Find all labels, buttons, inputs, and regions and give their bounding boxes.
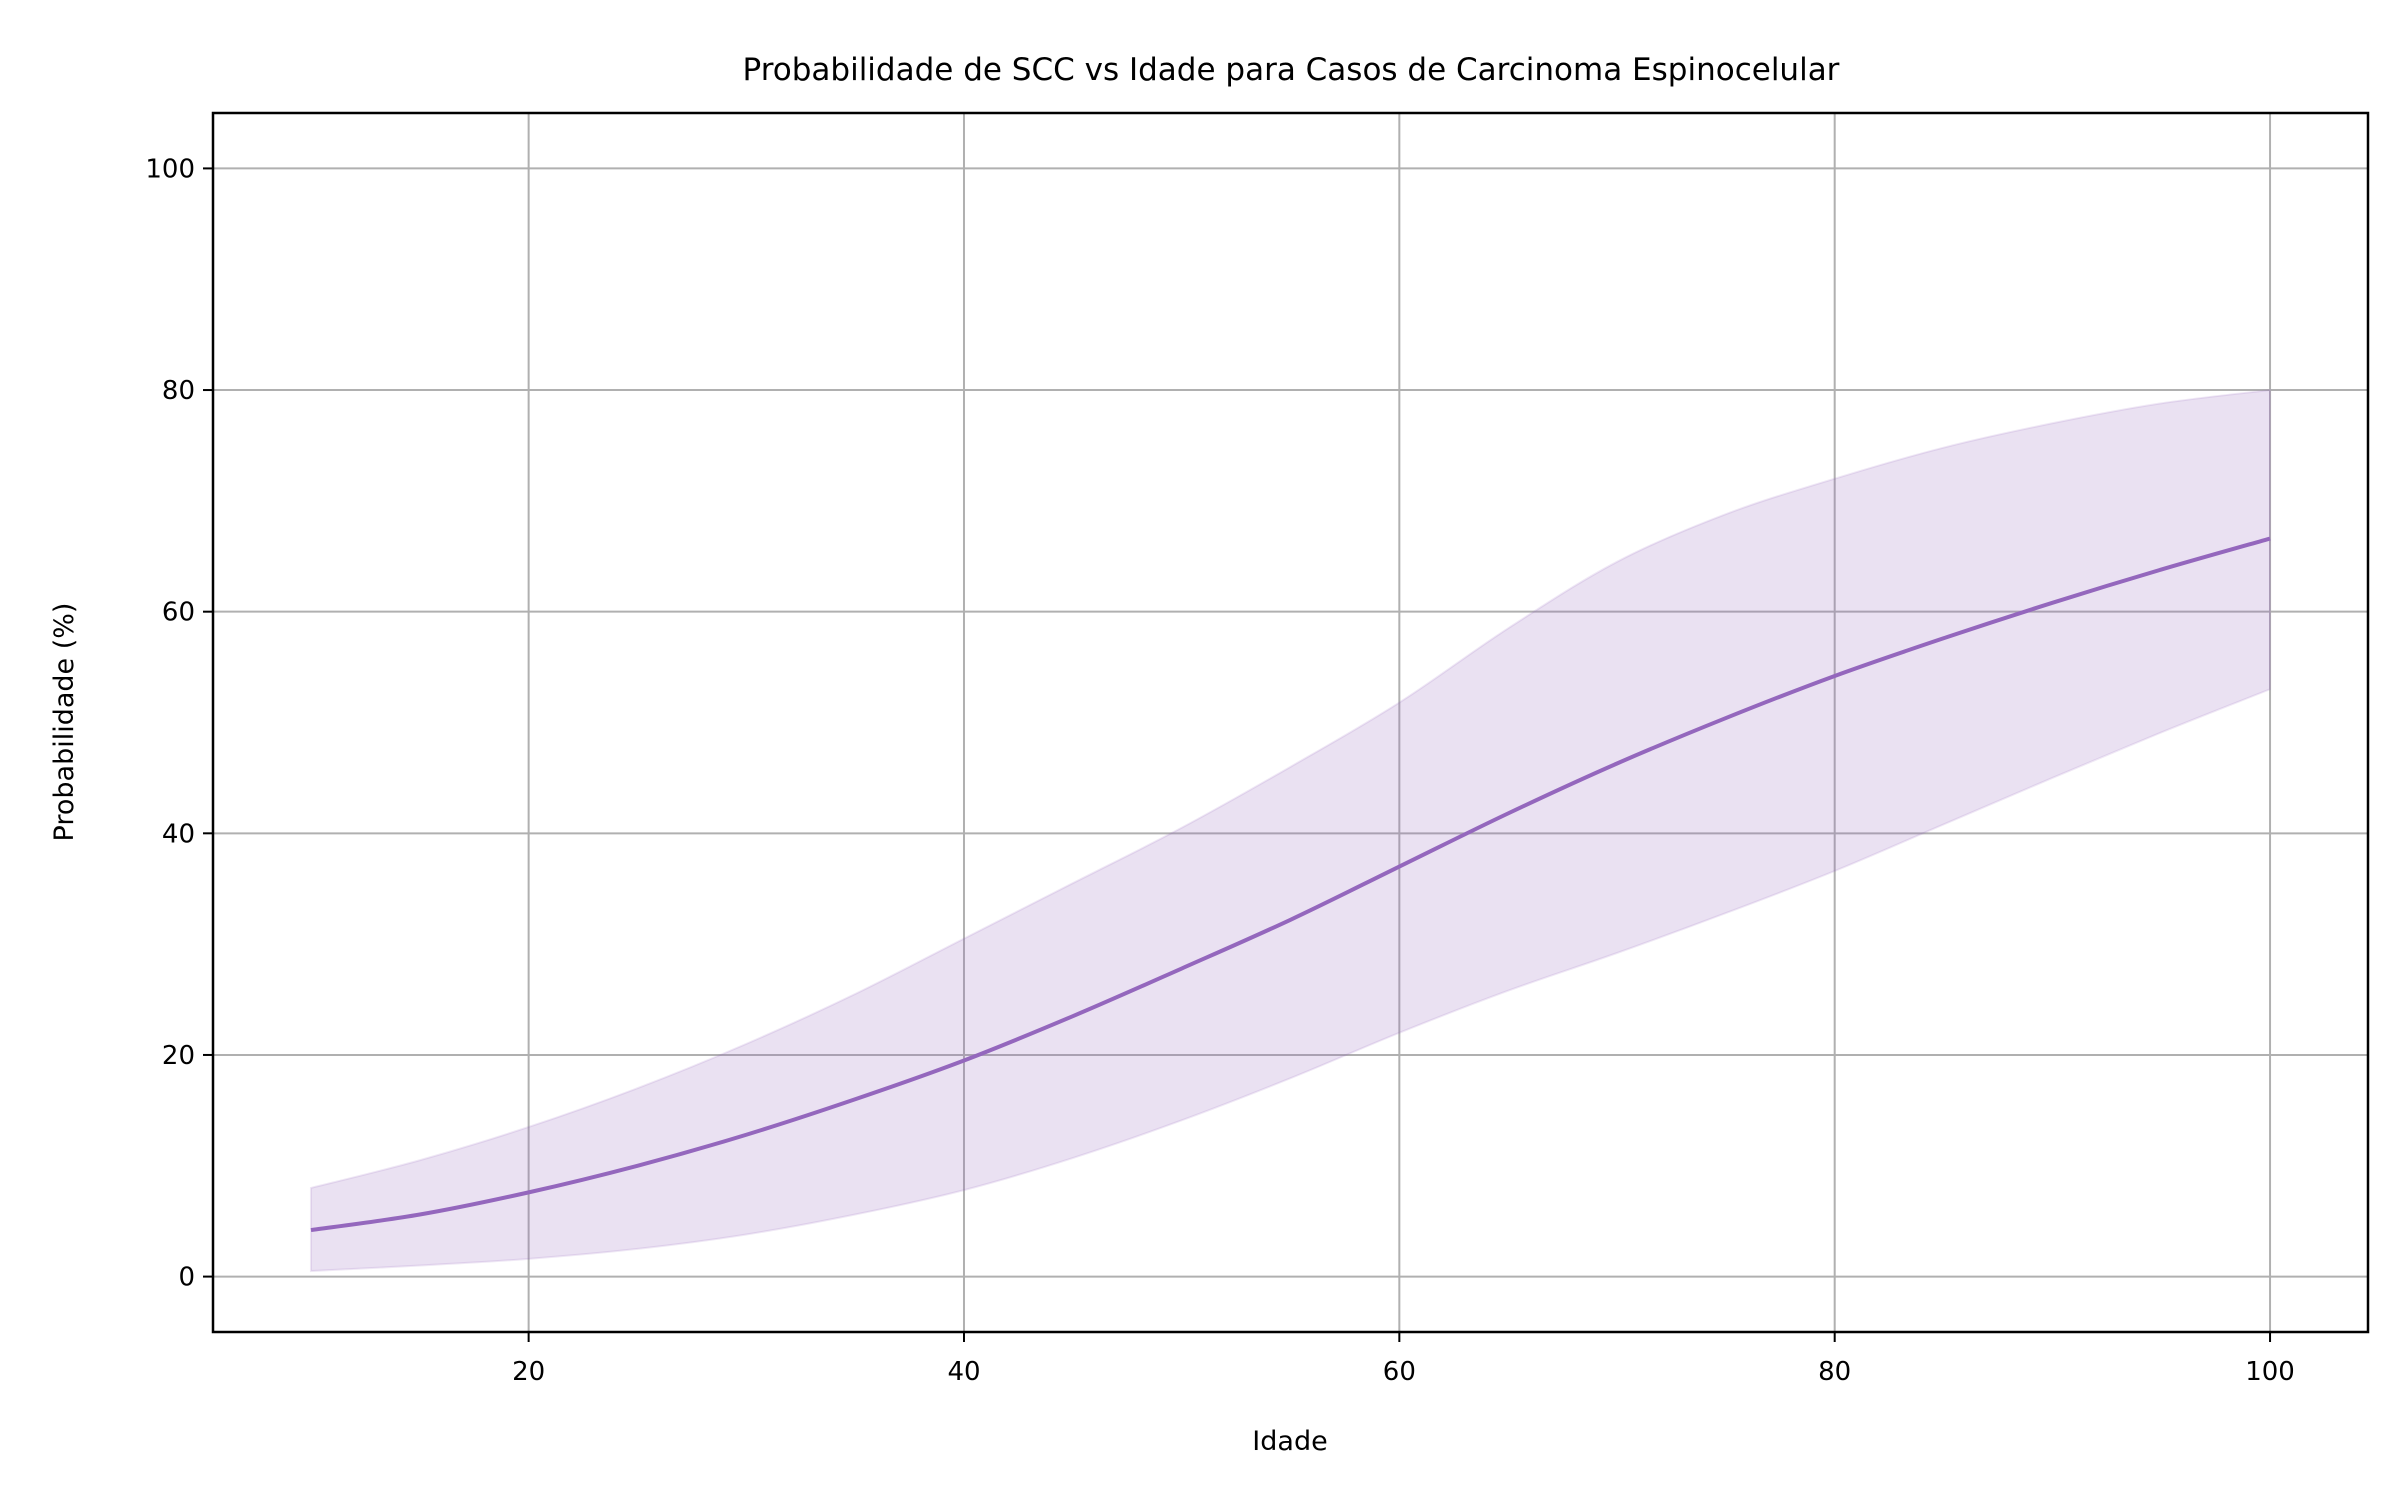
x-tick-label: 20	[512, 1357, 545, 1387]
y-tick-label: 20	[162, 1041, 195, 1071]
confidence-band	[309, 388, 2272, 1273]
x-tick-label: 40	[947, 1357, 980, 1387]
grid	[213, 113, 2368, 1332]
y-axis: 0 20 40 60 80 100	[145, 154, 213, 1293]
y-tick-label: 100	[145, 154, 195, 184]
plot-frame	[211, 111, 2370, 1334]
y-tick-label: 80	[162, 376, 195, 406]
x-tick-label: 80	[1818, 1357, 1851, 1387]
x-axis: 20 40 60 80 100	[512, 1332, 2295, 1387]
y-tick-label: 40	[162, 819, 195, 849]
x-tick-label: 100	[2245, 1357, 2295, 1387]
y-axis-label: Probabilidade (%)	[49, 603, 80, 842]
x-axis-label: Idade	[1252, 1426, 1327, 1457]
chart-title: Probabilidade de SCC vs Idade para Casos…	[743, 52, 1840, 88]
y-tick-label: 0	[178, 1263, 195, 1293]
y-tick-label: 60	[162, 598, 195, 628]
probability-line	[310, 536, 2271, 1233]
x-tick-label: 60	[1383, 1357, 1416, 1387]
